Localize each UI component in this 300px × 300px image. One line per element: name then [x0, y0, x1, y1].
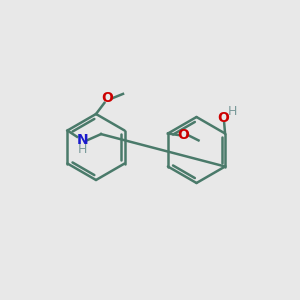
Text: H: H: [228, 105, 237, 118]
Text: O: O: [177, 128, 189, 142]
Text: H: H: [78, 142, 87, 156]
Text: O: O: [218, 111, 230, 125]
Text: O: O: [101, 92, 113, 105]
Text: N: N: [76, 133, 88, 147]
